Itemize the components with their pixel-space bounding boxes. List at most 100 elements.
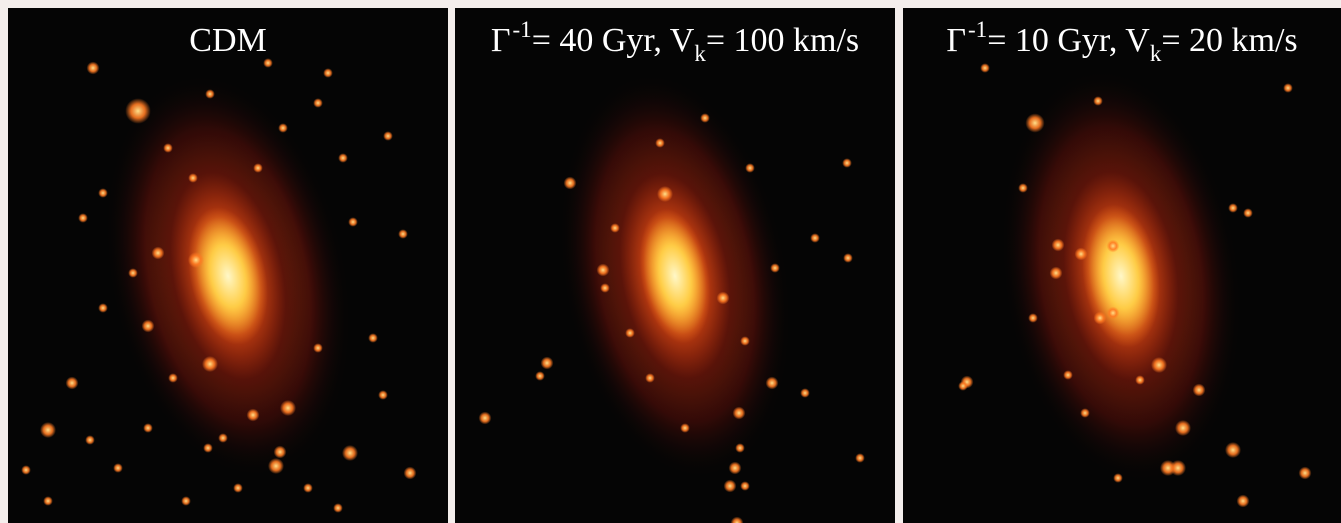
subhalo-dot [313, 343, 323, 353]
halo-body [1000, 69, 1242, 483]
subhalo-dot [246, 408, 260, 422]
label-suffix: = 100 km/s [705, 22, 860, 59]
subhalo-dot [205, 89, 215, 99]
subscript: k [694, 41, 706, 66]
subhalo-dot [233, 483, 243, 493]
subhalo-dot [141, 319, 155, 333]
subhalo-dot [338, 153, 348, 163]
subhalo-dot [800, 388, 810, 398]
subhalo-dot [535, 371, 545, 381]
subhalo-dot [218, 433, 228, 443]
subhalo-dot [303, 483, 313, 493]
label-middle: = 10 Gyr, V [987, 22, 1150, 59]
subhalo-dot [596, 263, 610, 277]
subhalo-dot [383, 131, 393, 141]
panel-gamma-10gyr: Γ-1= 10 Gyr, Vk= 20 km/s [903, 8, 1341, 523]
subhalo-dot [348, 217, 358, 227]
subhalo-dot [1093, 311, 1107, 325]
subhalo-dot [403, 466, 417, 480]
subhalo-dot [85, 435, 95, 445]
subhalo-dot [168, 373, 178, 383]
subhalo-dot [151, 246, 165, 260]
subhalo-dot [278, 123, 288, 133]
subhalo-dot [65, 376, 79, 390]
subhalo-dot [1106, 306, 1120, 320]
subhalo-dot [1093, 96, 1103, 106]
subhalo-dot [1192, 383, 1206, 397]
subhalo-dot [1225, 442, 1241, 458]
subhalo-dot [202, 356, 218, 372]
subhalo-dot [143, 423, 153, 433]
subhalo-dot [735, 443, 745, 453]
subhalo-dot [1080, 408, 1090, 418]
subhalo-dot [730, 516, 744, 523]
subhalo-dot [273, 445, 287, 459]
subhalo-dot [1151, 357, 1167, 373]
subhalo-dot [655, 138, 665, 148]
subhalo-dot [98, 303, 108, 313]
subhalo-dot [1028, 313, 1038, 323]
subhalo-dot [1051, 238, 1065, 252]
subhalo-dot [43, 496, 53, 506]
subhalo-dot [378, 390, 388, 400]
subhalo-dot [181, 496, 191, 506]
subhalo-dot [1113, 473, 1123, 483]
subhalo-dot [1175, 420, 1191, 436]
label-middle: = 40 Gyr, V [531, 22, 695, 59]
subhalo-dot [732, 406, 746, 420]
subhalo-dot [1049, 266, 1063, 280]
panel-label-cdm: CDM [8, 20, 448, 62]
subhalo-dot [855, 453, 865, 463]
subhalo-dot [313, 98, 323, 108]
subhalo-dot [723, 479, 737, 493]
subhalo-dot [40, 422, 56, 438]
model-label: CDM [189, 22, 267, 59]
halo-core [188, 207, 268, 345]
halo-image-gamma-10gyr [958, 63, 1312, 508]
subhalo-dot [1135, 375, 1145, 385]
subhalo-dot [86, 61, 100, 75]
subhalo-dot [843, 253, 853, 263]
subhalo-dot [657, 186, 673, 202]
subhalo-dot [1236, 494, 1250, 508]
subhalo-dot [21, 465, 31, 475]
panel-label-gamma-10gyr: Γ-1= 10 Gyr, Vk= 20 km/s [903, 17, 1341, 66]
subhalo-dot [958, 381, 968, 391]
halo-core [639, 208, 711, 344]
subhalo-dot [188, 252, 204, 268]
subhalo-dot [563, 176, 577, 190]
subhalo-dot [188, 173, 198, 183]
subhalo-dot [740, 481, 750, 491]
subhalo-dot [600, 283, 610, 293]
subhalo-dot [78, 213, 88, 223]
subscript: k [1149, 41, 1162, 66]
gamma-symbol: Γ [490, 22, 511, 59]
subhalo-dot [645, 373, 655, 383]
subhalo-dot [128, 268, 138, 278]
subhalo-dot [1283, 83, 1293, 93]
subhalo-dot [770, 263, 780, 273]
subhalo-dot [610, 223, 620, 233]
gamma-symbol: Γ [946, 22, 967, 59]
subhalo-dot [280, 400, 296, 416]
exponent: -1 [512, 17, 532, 42]
subhalo-dot [342, 445, 358, 461]
subhalo-dot [1074, 247, 1088, 261]
subhalo-dot [765, 376, 779, 390]
subhalo-dot [203, 443, 213, 453]
halo-image-cdm [21, 58, 417, 513]
subhalo-dot [98, 188, 108, 198]
subhalo-dot [478, 411, 492, 425]
panel-label-gamma-40gyr: Γ-1= 40 Gyr, Vk= 100 km/s [455, 17, 895, 66]
halo-image-gamma-40gyr [478, 73, 865, 523]
subhalo-dot [716, 291, 730, 305]
subhalo-dot [1170, 460, 1186, 476]
subhalo-dot [1228, 203, 1238, 213]
subhalo-dot [842, 158, 852, 168]
subhalo-dot [740, 336, 750, 346]
subhalo-dot [980, 63, 990, 73]
subhalo-dot [700, 113, 710, 123]
subhalo-dot [1298, 466, 1312, 480]
subhalo-dot [1025, 113, 1045, 133]
